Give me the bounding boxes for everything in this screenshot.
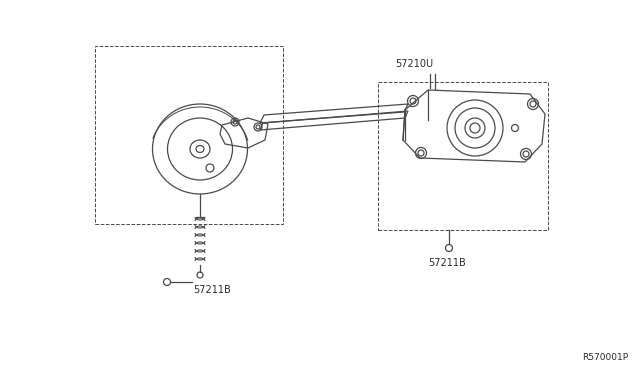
Text: R570001P: R570001P [582, 353, 628, 362]
Text: 57211B: 57211B [428, 258, 466, 268]
Bar [378, 82, 548, 230]
Text: 57210U: 57210U [395, 59, 433, 69]
Bar [95, 46, 283, 224]
Text: 57211B: 57211B [193, 285, 231, 295]
